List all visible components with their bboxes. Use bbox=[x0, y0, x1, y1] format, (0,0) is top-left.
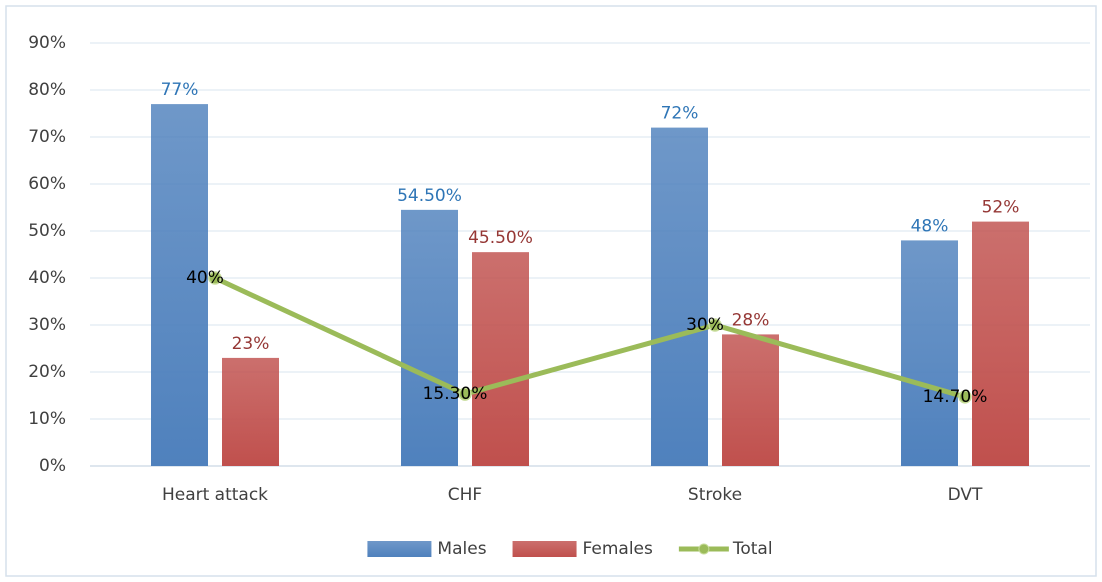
data-label: 30% bbox=[686, 315, 724, 335]
x-tick-label: CHF bbox=[448, 485, 482, 505]
bar bbox=[972, 221, 1029, 466]
legend-label: Males bbox=[437, 539, 486, 559]
legend-item: Females bbox=[512, 539, 653, 559]
data-label: 54.50% bbox=[397, 186, 462, 206]
bar bbox=[722, 334, 779, 466]
line-marker bbox=[708, 318, 722, 332]
line-marker bbox=[208, 271, 222, 285]
bar bbox=[222, 357, 279, 466]
y-tick-label: 40% bbox=[28, 268, 66, 288]
x-tick-label: DVT bbox=[948, 485, 983, 505]
legend-swatch bbox=[512, 541, 577, 557]
y-tick-label: 50% bbox=[28, 221, 66, 241]
bar bbox=[151, 104, 208, 466]
data-label: 40% bbox=[186, 268, 224, 288]
y-tick-label: 80% bbox=[28, 80, 66, 100]
data-label: 45.50% bbox=[468, 228, 533, 248]
data-label: 48% bbox=[911, 216, 949, 236]
line bbox=[213, 275, 966, 400]
y-tick-label: 0% bbox=[39, 456, 66, 476]
data-label: 14.70% bbox=[923, 387, 988, 407]
y-tick-label: 60% bbox=[28, 174, 66, 194]
line-marker bbox=[458, 387, 472, 401]
data-label: 77% bbox=[161, 80, 199, 100]
data-label: 28% bbox=[732, 310, 770, 330]
bar bbox=[901, 240, 958, 466]
legend-label: Total bbox=[732, 539, 773, 559]
line-marker bbox=[958, 390, 972, 404]
x-tick-label: Heart attack bbox=[162, 485, 268, 505]
x-tick-label: Stroke bbox=[688, 485, 742, 505]
bar bbox=[472, 252, 529, 466]
y-tick-label: 10% bbox=[28, 409, 66, 429]
legend-item: Males bbox=[367, 539, 487, 559]
data-label: 15.30% bbox=[423, 384, 488, 404]
bar bbox=[651, 127, 708, 466]
data-label: 52% bbox=[982, 198, 1020, 218]
legend-swatch-marker bbox=[698, 543, 710, 555]
data-label: 23% bbox=[232, 334, 270, 354]
legend-label: Females bbox=[583, 539, 653, 559]
y-tick-label: 90% bbox=[28, 33, 66, 53]
y-tick-label: 70% bbox=[28, 127, 66, 147]
bar bbox=[401, 209, 458, 466]
y-tick-label: 20% bbox=[28, 362, 66, 382]
y-tick-label: 30% bbox=[28, 315, 66, 335]
data-label: 72% bbox=[661, 104, 699, 124]
legend-swatch bbox=[367, 541, 432, 557]
legend-item: Total bbox=[678, 539, 773, 559]
